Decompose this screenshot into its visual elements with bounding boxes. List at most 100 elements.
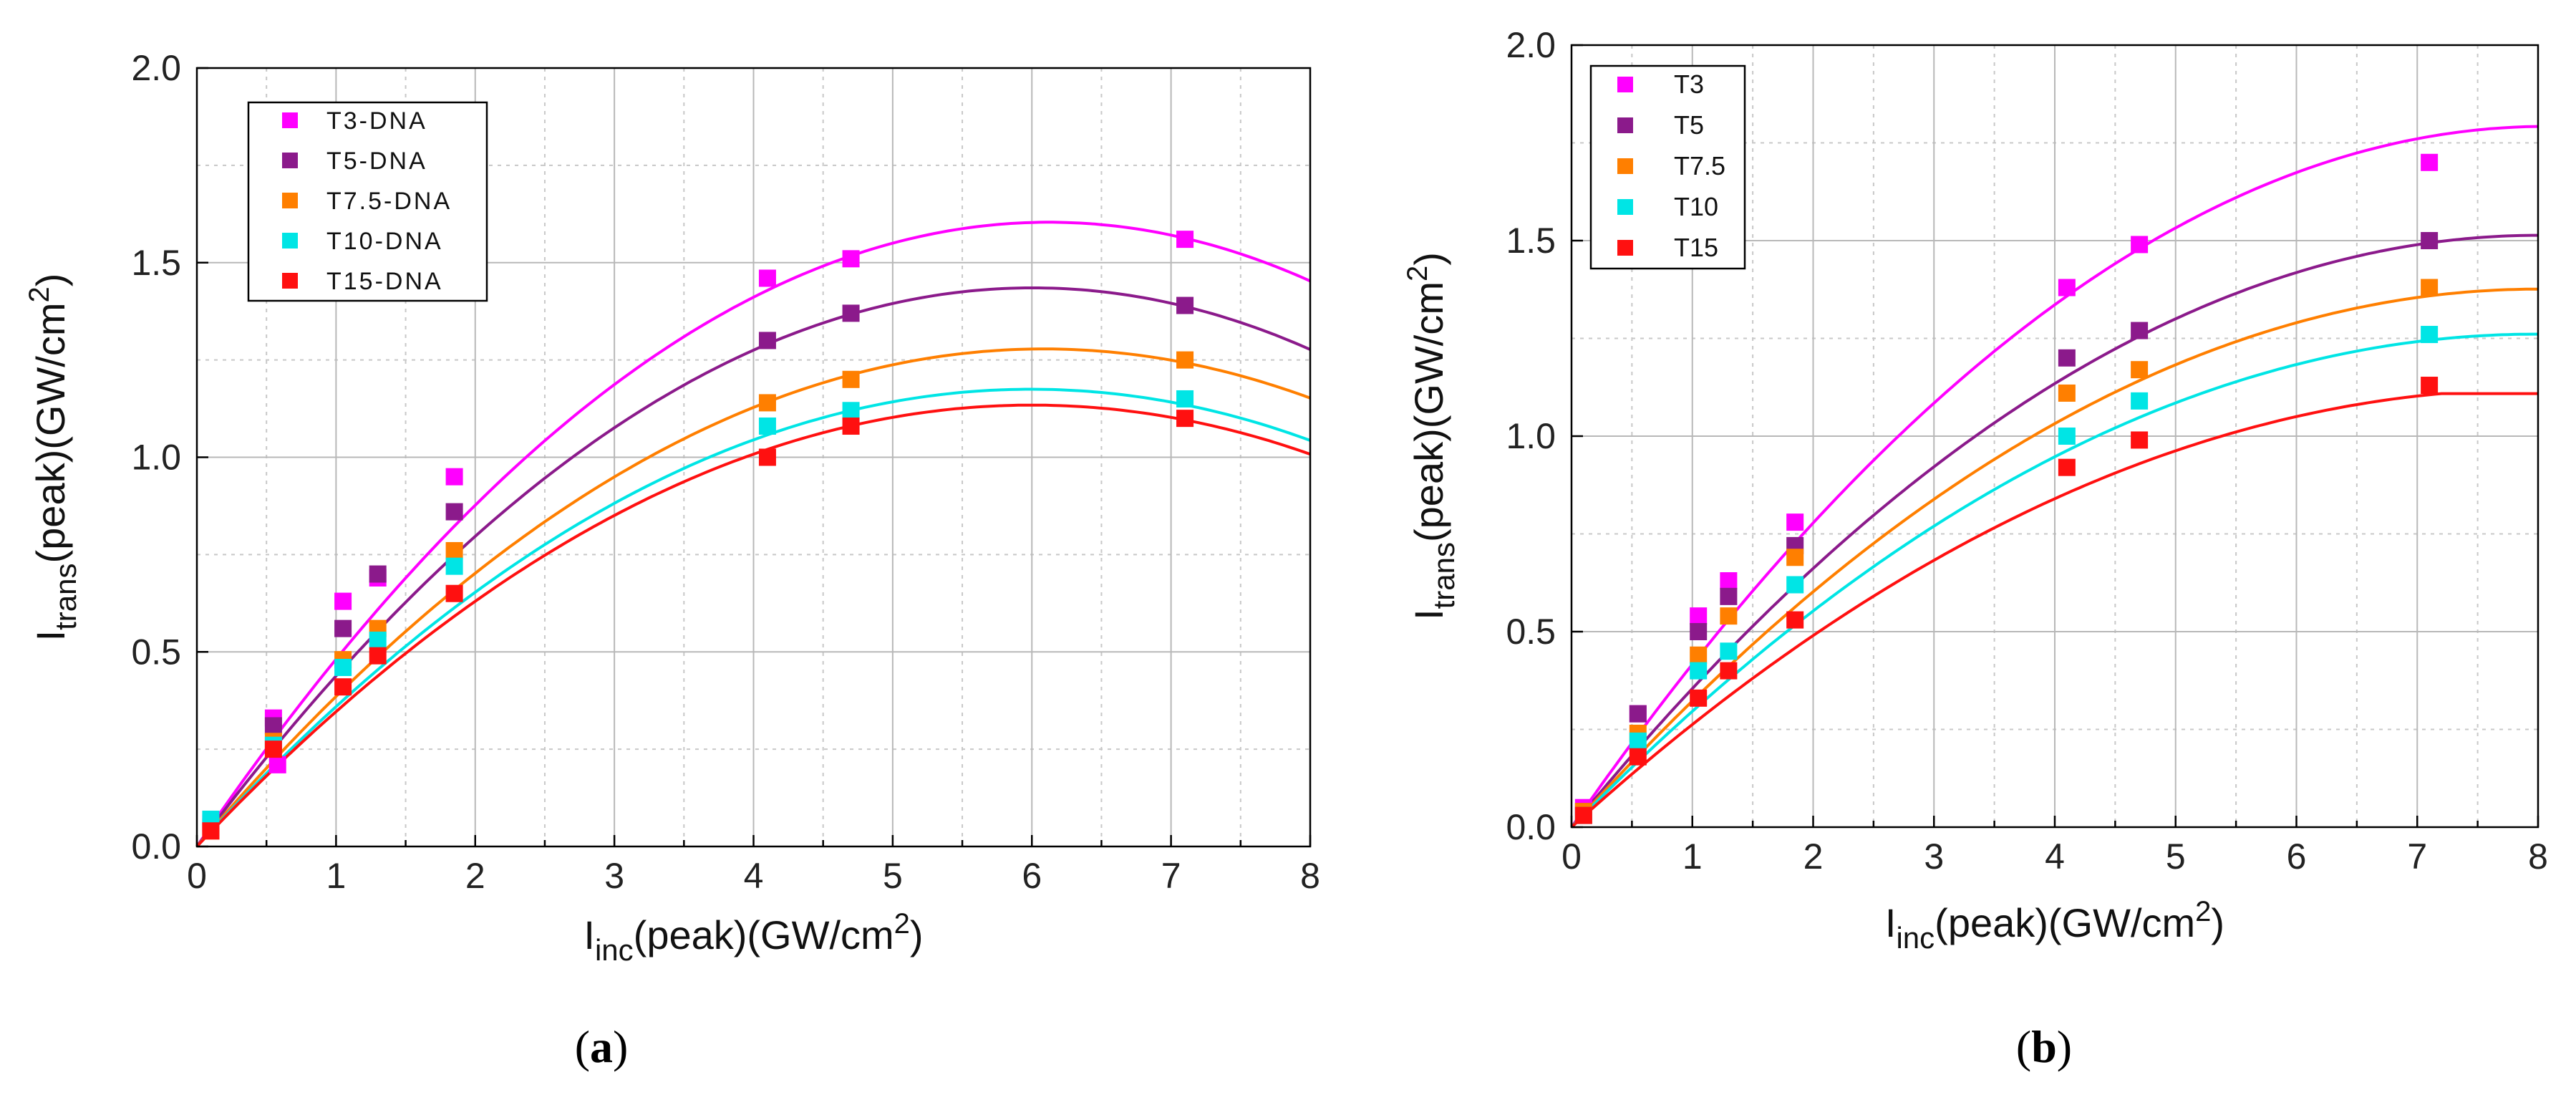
y-tick-label-b: 2.0 [1506, 25, 1556, 65]
y-axis-title-end-a: ) [28, 274, 73, 287]
data-point-a-t5-dna [445, 503, 463, 521]
x-tick-label-b: 6 [2287, 836, 2307, 877]
y-tick-label-b: 0.5 [1506, 612, 1556, 652]
data-point-b-t15 [1690, 689, 1708, 707]
data-point-a-t15-dna [842, 418, 860, 435]
data-point-a-t10-dna [445, 557, 463, 575]
legend-label-b-t15: T15 [1674, 233, 1718, 262]
data-point-b-t5 [2421, 232, 2439, 249]
legend-label-a-t7-5-dna: T7.5-DNA [326, 188, 452, 215]
grid-b [1572, 45, 2538, 827]
data-point-b-t15 [1574, 806, 1592, 824]
data-point-b-t5 [1690, 623, 1708, 640]
legend-marker-b-t5 [1617, 117, 1633, 133]
y-tick-label-b: 1.5 [1506, 221, 1556, 261]
x-axis-title-b: Iinc(peak)(GW/cm2) [1885, 896, 2224, 955]
legend-marker-b-t7-5 [1617, 158, 1633, 174]
legend-label-b-t5: T5 [1674, 110, 1704, 140]
x-tick-label-a: 2 [465, 856, 485, 896]
x-axis-title-rest-b: (peak)(GW/cm [1935, 900, 2195, 945]
data-point-a-t3-dna [758, 269, 776, 287]
data-point-b-t5 [1720, 587, 1738, 605]
data-point-a-t3-dna [1176, 231, 1194, 249]
data-point-b-t7-5 [1720, 607, 1738, 625]
data-point-b-t5 [1629, 705, 1647, 723]
y-axis-title-sub-a: trans [49, 563, 82, 629]
data-point-a-t15-dna [334, 678, 352, 696]
legend-b: T3 T5 T7.5 T10 T15 [1589, 64, 1746, 270]
y-axis-title-a: Itrans(peak)(GW/cm2) [24, 274, 82, 642]
legend-label-b-t10: T10 [1674, 192, 1718, 221]
data-point-a-t15-dna [445, 584, 463, 602]
data-point-b-t7-5 [2131, 361, 2149, 379]
legend-marker-b-t15 [1617, 240, 1633, 256]
x-axis-title-end-b: ) [2211, 900, 2224, 945]
legend-marker-b-t10 [1617, 199, 1633, 215]
x-tick-label-a: 4 [744, 856, 764, 896]
data-point-a-t10-dna [369, 631, 387, 649]
data-point-b-t3 [1786, 513, 1804, 531]
y-axis-title-b: Itrans(peak)(GW/cm2) [1402, 252, 1461, 620]
data-point-b-t3 [2131, 236, 2149, 254]
x-tick-label-a: 6 [1022, 856, 1042, 896]
data-point-a-t5-dna [369, 565, 387, 583]
x-axis-title-end-a: ) [910, 912, 924, 957]
data-point-a-t15-dna [758, 448, 776, 466]
data-point-a-t7-5-dna [1176, 351, 1194, 369]
data-point-a-t15-dna [264, 740, 282, 758]
data-point-b-t3 [1690, 607, 1708, 625]
data-point-a-t10-dna [758, 418, 776, 435]
data-point-a-t15-dna [1176, 410, 1194, 428]
fit-curve-b-t15 [1570, 392, 2538, 829]
data-point-b-t10 [1786, 576, 1804, 594]
legend-label-a-t10-dna: T10-DNA [326, 228, 443, 255]
data-point-b-t10 [2421, 326, 2439, 344]
chart-panel-a: 0 1 2 3 4 5 6 7 80.00.51.01.52.0Iinc(peak)(GW/cm… [24, 48, 1320, 967]
x-tick-label-b: 7 [2407, 836, 2427, 877]
caption-b: (b) [2016, 1021, 2072, 1072]
data-point-b-t15 [1720, 662, 1738, 680]
data-point-b-t7-5 [2058, 384, 2076, 402]
legend-box-b [1589, 64, 1746, 270]
data-point-a-t3-dna [842, 250, 860, 268]
x-axis-title-sub-a: inc [595, 933, 634, 967]
x-tick-label-a: 5 [883, 856, 903, 896]
legend-marker-a-t10-dna [282, 233, 298, 249]
y-axis-title-sub-b: trans [1427, 542, 1461, 609]
y-tick-label-a: 0.0 [131, 826, 181, 867]
data-point-b-t10 [2131, 392, 2149, 410]
data-point-a-t10-dna [1176, 390, 1194, 407]
y-axis-title-rest-b: (peak)(GW/cm [1406, 281, 1451, 542]
x-axis-title-main-a: I [584, 912, 595, 957]
legend-marker-b-t3 [1617, 77, 1633, 92]
chart-panel-b: 0 1 2 3 4 5 6 7 80.00.51.01.52.0Iinc(peak)(GW/cm… [1402, 25, 2548, 955]
data-point-b-t7-5 [2421, 279, 2439, 296]
data-point-b-t5 [2131, 322, 2149, 339]
caption-b-letter: b [2031, 1021, 2057, 1072]
fit-curve-a-t10-dna [195, 387, 1311, 848]
y-tick-label-b: 1.0 [1506, 416, 1556, 456]
data-point-b-t10 [2058, 428, 2076, 445]
y-tick-label-b: 0.0 [1506, 807, 1556, 847]
x-axis-title-sup-a: 2 [894, 908, 910, 940]
caption-a-letter: a [590, 1021, 613, 1072]
y-axis-title-main-b: I [1406, 609, 1451, 620]
legend-label-a-t5-dna: T5-DNA [326, 148, 427, 175]
legend-label-a-t3-dna: T3-DNA [326, 107, 427, 135]
x-tick-label-b: 2 [1803, 836, 1824, 877]
x-tick-label-b: 4 [2045, 836, 2065, 877]
data-point-b-t7-5 [1690, 646, 1708, 664]
data-point-a-t15-dna [369, 647, 387, 665]
data-point-a-t5-dna [758, 332, 776, 349]
data-point-a-t15-dna [202, 822, 220, 840]
data-point-a-t5-dna [842, 304, 860, 322]
legend-a: T3-DNA T5-DNA T7.5-DNA T10-DNA T15-DNA [247, 101, 488, 302]
y-axis-title-sup-a: 2 [24, 286, 55, 302]
x-tick-label-b: 0 [1561, 836, 1582, 877]
data-point-b-t3 [2421, 153, 2439, 171]
x-tick-label-a: 1 [326, 856, 346, 896]
fit-curve-a-t3-dna [195, 221, 1311, 848]
caption-a: (a) [575, 1021, 629, 1072]
legend-marker-a-t15-dna [282, 273, 298, 289]
x-axis-title-a: Iinc(peak)(GW/cm2) [584, 908, 923, 967]
